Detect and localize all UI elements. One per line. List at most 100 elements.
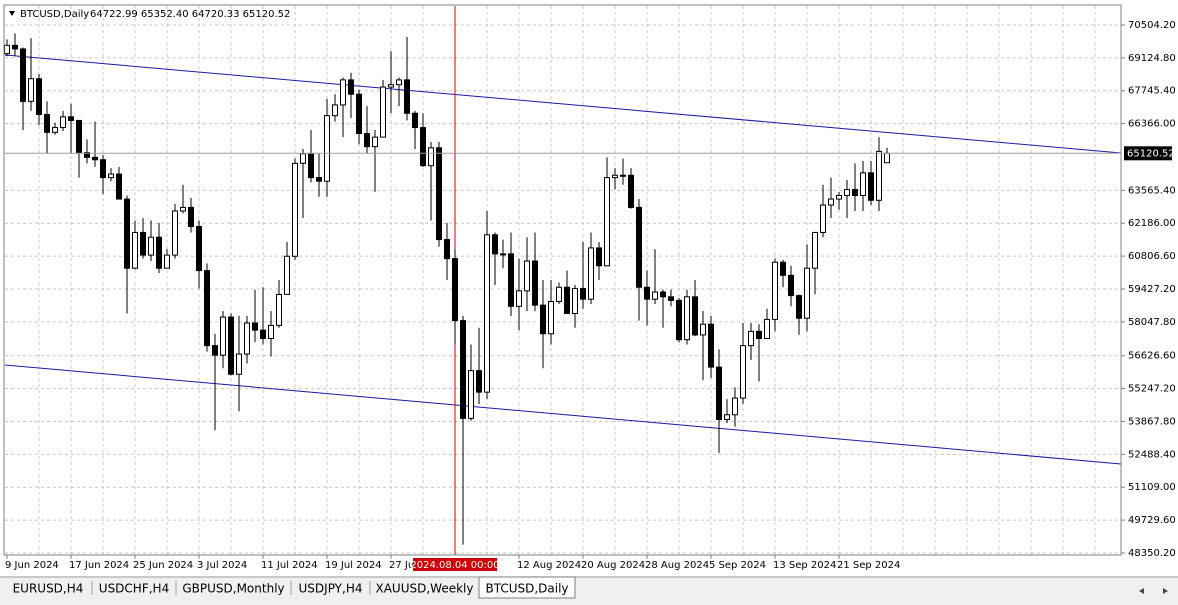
tab[interactable] — [291, 579, 370, 597]
tab-label[interactable]: XAUUSD,Weekly — [376, 582, 474, 596]
candle-body-bear — [12, 44, 18, 50]
candle-body-bull — [132, 231, 138, 269]
candle-body-bull — [4, 44, 10, 55]
candle-body-bear — [444, 239, 450, 260]
tab-label[interactable]: GBPUSD,Monthly — [182, 582, 284, 596]
y-tick-label: 67745.40 — [1128, 86, 1176, 97]
candle-body-bear — [708, 323, 714, 368]
candle-body-bear — [420, 127, 426, 167]
candle-body-bear — [716, 366, 722, 421]
y-tick-label: 55247.20 — [1128, 384, 1176, 395]
candle-body-bull — [164, 254, 170, 269]
candle-body-bull — [572, 287, 578, 314]
tab-label[interactable]: USDCHF,H4 — [99, 582, 169, 596]
y-tick-label: 49729.60 — [1128, 515, 1176, 526]
y-tick-label: 60806.60 — [1128, 251, 1176, 262]
candle-body-bull — [180, 206, 186, 212]
tab-label[interactable]: USDJPY,H4 — [299, 582, 363, 596]
candle-body-bear — [124, 198, 130, 269]
candle-body-bull — [820, 204, 826, 233]
x-tick-label: 5 Sep 2024 — [709, 560, 766, 571]
candle-body-bear — [116, 173, 122, 200]
tab-active[interactable] — [478, 576, 576, 599]
candle-body-bull — [108, 173, 114, 179]
x-tick-label: 19 Jul 2024 — [325, 560, 382, 571]
candle-body-bull — [388, 84, 394, 88]
tab[interactable] — [370, 579, 479, 597]
candle-body-bear — [508, 253, 514, 307]
candle-body-bear — [676, 299, 682, 341]
candle-body-bull — [844, 189, 850, 196]
candle-body-bear — [68, 116, 74, 121]
candle-body-bull — [516, 290, 522, 307]
candle-body-bull — [372, 136, 378, 148]
candle-body-bear — [44, 113, 50, 133]
tab-label[interactable]: BTCUSD,Daily — [485, 582, 568, 596]
y-tick-label: 56626.60 — [1128, 351, 1176, 362]
channel-line — [4, 364, 1122, 465]
candle-body-bear — [140, 231, 146, 256]
candle-body-bull — [828, 198, 834, 206]
tab[interactable] — [92, 579, 176, 597]
candle-body-bull — [588, 247, 594, 300]
candle-body-bear — [156, 236, 162, 269]
candle-body-bull — [612, 174, 618, 179]
candle-body-bull — [244, 322, 250, 355]
tab[interactable] — [176, 579, 291, 597]
candle-body-bull — [332, 104, 338, 117]
scroll-left[interactable] — [1139, 588, 1144, 594]
x-tick-label: 11 Jul 2024 — [261, 560, 318, 571]
candle-body-bear — [476, 370, 482, 393]
candle-body-bear — [228, 316, 234, 375]
candle-body-bull — [268, 324, 274, 339]
candle-body-bull — [556, 286, 562, 303]
candle-body-bear — [492, 234, 498, 255]
candle-body-bear — [668, 296, 674, 301]
tab[interactable] — [4, 579, 92, 597]
candle-body-bull — [28, 78, 34, 102]
candle-body-bear — [36, 78, 42, 115]
candle-body-bear — [76, 119, 82, 154]
x-tick-label: 17 Jun 2024 — [69, 560, 129, 571]
tab-label[interactable]: EURUSD,H4 — [13, 582, 84, 596]
candle-body-bull — [764, 318, 770, 339]
candle-body-bull — [524, 260, 530, 292]
candle-body-bull — [772, 261, 778, 320]
symbol-label: BTCUSD,Daily — [20, 9, 89, 20]
candle-body-bull — [700, 323, 706, 336]
channel-line — [4, 54, 1122, 154]
crosshair-label: 2024.08.04 00:00 — [410, 560, 499, 571]
candle-body-bull — [876, 150, 882, 201]
candle-body-bull — [380, 86, 386, 138]
candle-body-bear — [100, 159, 106, 179]
candle-body-bull — [740, 345, 746, 399]
candle-body-bull — [604, 177, 610, 267]
candle-body-bull — [220, 316, 226, 356]
candle-body-bear — [316, 177, 322, 182]
candle-body-bear — [308, 153, 314, 179]
scroll-right[interactable] — [1163, 588, 1168, 594]
candle-body-bear — [852, 189, 858, 196]
menu-arrow[interactable] — [9, 11, 15, 16]
y-tick-label: 53867.80 — [1128, 416, 1176, 427]
plot-area — [4, 6, 1122, 555]
candle-body-bear — [460, 320, 466, 419]
candle-body-bull — [284, 255, 290, 295]
candle-body-bull — [732, 397, 738, 416]
candle-body-bear — [260, 329, 266, 339]
candle-body-bull — [804, 267, 810, 319]
candle-body-bull — [748, 330, 754, 347]
candle-body-bull — [236, 353, 242, 375]
candle-body-bear — [660, 291, 666, 298]
crosshair-tag — [413, 558, 497, 571]
candle-body-bull — [276, 293, 282, 326]
candle-body-bull — [884, 152, 890, 164]
candle-body-bear — [196, 225, 202, 272]
candle-body-bear — [348, 79, 354, 95]
candle-body-bear — [252, 322, 258, 331]
y-tick-label: 51109.00 — [1128, 482, 1176, 493]
candle-body-bear — [188, 206, 194, 227]
candle-body-bear — [636, 206, 642, 288]
candle-body-bear — [788, 274, 794, 297]
candle-body-bear — [628, 174, 634, 208]
